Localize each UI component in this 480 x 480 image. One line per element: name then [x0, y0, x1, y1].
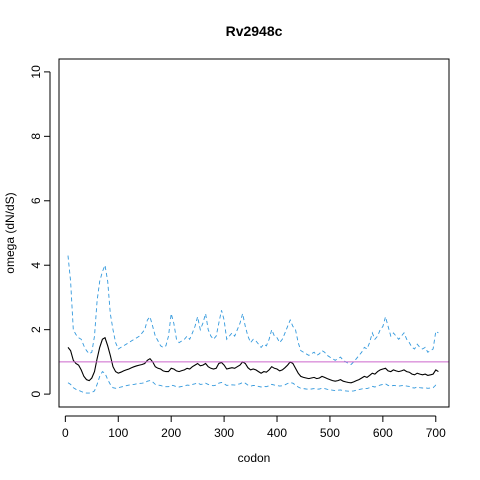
x-tick-label: 0	[62, 426, 69, 440]
x-tick-label: 100	[108, 426, 128, 440]
y-tick-label: 4	[29, 262, 43, 269]
x-tick-label: 300	[214, 426, 234, 440]
x-tick-label: 400	[267, 426, 287, 440]
x-tick-label: 200	[161, 426, 181, 440]
y-tick-label: 6	[29, 197, 43, 204]
omega-estimate-line	[67, 336, 439, 384]
chart-title: Rv2948c	[226, 23, 283, 39]
x-tick-label: 600	[373, 426, 393, 440]
lower-bound-line	[67, 370, 439, 394]
y-axis: 0 2 4 6 8 10	[29, 65, 51, 397]
plot-area	[59, 255, 449, 394]
x-tick-label: 700	[426, 426, 446, 440]
x-tick-label: 500	[320, 426, 340, 440]
x-axis: 0 100 200 300 400 500 600 700	[62, 415, 446, 440]
plot-frame	[58, 58, 450, 408]
y-tick-label: 2	[29, 326, 43, 333]
upper-bound-line	[67, 255, 439, 366]
x-axis-label: codon	[238, 451, 271, 465]
y-tick-label: 8	[29, 133, 43, 140]
y-tick-label: 0	[29, 390, 43, 397]
y-tick-label: 10	[29, 65, 43, 79]
y-axis-label: omega (dN/dS)	[3, 192, 17, 273]
